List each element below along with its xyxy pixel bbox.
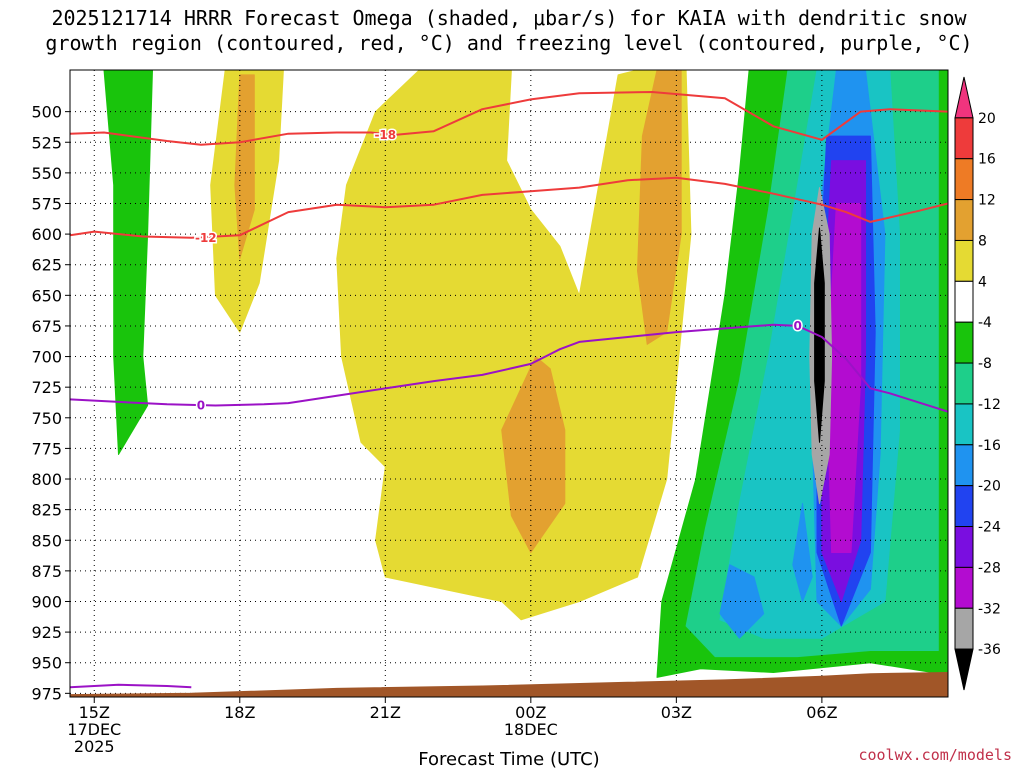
colorbar-label: -36: [978, 642, 1001, 658]
colorbar-label: -20: [978, 479, 1001, 495]
colorbar-swatch: [954, 648, 974, 691]
y-tick-label: 800: [31, 470, 62, 489]
y-tick-label: 675: [31, 317, 62, 336]
colorbar-swatch: [954, 403, 974, 446]
colorbar-label: -12: [978, 397, 1001, 413]
omega-region: [336, 70, 692, 621]
omega-region: [719, 564, 765, 639]
terrain-fill: [70, 671, 948, 697]
y-tick-label: 775: [31, 439, 62, 458]
y-tick-label: 700: [31, 348, 62, 367]
x-tick-sublabel: 2025: [74, 737, 115, 756]
omega-region: [792, 503, 813, 602]
colorbar-swatch: [954, 566, 974, 609]
x-tick-label: 00Z: [515, 703, 546, 722]
colorbar-swatch: [954, 239, 974, 282]
chart-title-line2: growth region (contoured, red, °C) and f…: [45, 31, 972, 55]
x-tick-label: 06Z: [806, 703, 837, 722]
terrain-layer: [70, 671, 948, 697]
colorbar-swatch: [954, 607, 974, 650]
y-tick-label: 725: [31, 378, 62, 397]
temperature-contour: [70, 91, 948, 146]
contour-labels: -18 -12 0 0: [193, 126, 803, 414]
chart-title-line1: 2025121714 HRRR Forecast Omega (shaded, …: [51, 6, 967, 30]
y-tick-label: 550: [31, 164, 62, 183]
y-tick-label: 500: [31, 103, 62, 122]
x-tick-label: 15Z: [79, 703, 110, 722]
colorbar-label: 8: [978, 233, 987, 249]
pressure-axis: 500 525 550 575 600 625 650 675 700 725 750 775 800 8…: [31, 103, 70, 703]
y-tick-label: 825: [31, 501, 62, 520]
x-tick-sublabel: 18DEC: [504, 720, 558, 739]
colorbar-swatch: [954, 526, 974, 568]
plot-area: [70, 70, 948, 697]
colorbar-label: -16: [978, 438, 1001, 454]
y-tick-label: 950: [31, 654, 62, 673]
omega-shading-layer: [103, 70, 948, 678]
colorbar-swatch: [954, 362, 974, 405]
contour-label: -12: [195, 231, 217, 245]
colorbar-label: -4: [978, 315, 992, 331]
x-axis-label: Forecast Time (UTC): [418, 749, 599, 768]
colorbar-swatch: [954, 280, 974, 323]
colorbar-label: -32: [978, 601, 1001, 617]
y-tick-label: 925: [31, 623, 62, 642]
y-tick-label: 900: [31, 592, 62, 611]
colorbar-swatch: [954, 117, 974, 160]
temperature-contour: [70, 323, 948, 413]
y-tick-label: 625: [31, 256, 62, 275]
contour-label: -18: [374, 128, 396, 142]
temperature-contour: [70, 683, 192, 689]
colorbar-label: -28: [978, 560, 1001, 576]
colorbar-swatch: [954, 199, 974, 241]
colorbar-label: -8: [978, 356, 992, 372]
credit-text: coolwx.com/models: [858, 746, 1012, 764]
colorbar-swatch: [954, 158, 974, 201]
temperature-contour-layer: [70, 91, 948, 689]
colorbar-swatch: [954, 321, 974, 364]
colorbar-swatch: [954, 485, 974, 528]
y-tick-label: 750: [31, 409, 62, 428]
colorbar-swatch: [954, 444, 974, 487]
y-tick-label: 650: [31, 286, 62, 305]
y-tick-label: 575: [31, 194, 62, 213]
contour-label: 0: [793, 319, 801, 333]
x-tick-label: 21Z: [370, 703, 401, 722]
colorbar-label: -24: [978, 520, 1001, 536]
x-tick-sublabel: 17DEC: [67, 720, 121, 739]
y-tick-label: 525: [31, 133, 62, 152]
colorbar-swatch: [954, 76, 974, 119]
x-tick-label: 03Z: [661, 703, 692, 722]
y-tick-label: 850: [31, 531, 62, 550]
colorbar-label: 4: [978, 274, 987, 290]
plot-frame: [69, 69, 949, 698]
colorbar-label: 12: [978, 193, 996, 209]
omega-region: [637, 70, 682, 345]
omega-region: [501, 356, 566, 553]
colorbar-label: 20: [978, 111, 996, 127]
y-tick-label: 600: [31, 225, 62, 244]
y-tick-label: 875: [31, 562, 62, 581]
omega-region: [103, 70, 153, 455]
omega-colorbar: 20 16 12 8 4 -4 -8 -12 -16 -20 -24 -28 -32 -36: [954, 76, 1001, 691]
y-tick-label: 975: [31, 684, 62, 703]
contour-label: 0: [197, 399, 205, 413]
temperature-contour: [70, 176, 948, 239]
x-tick-label: 18Z: [224, 703, 255, 722]
colorbar-label: 16: [978, 152, 996, 168]
